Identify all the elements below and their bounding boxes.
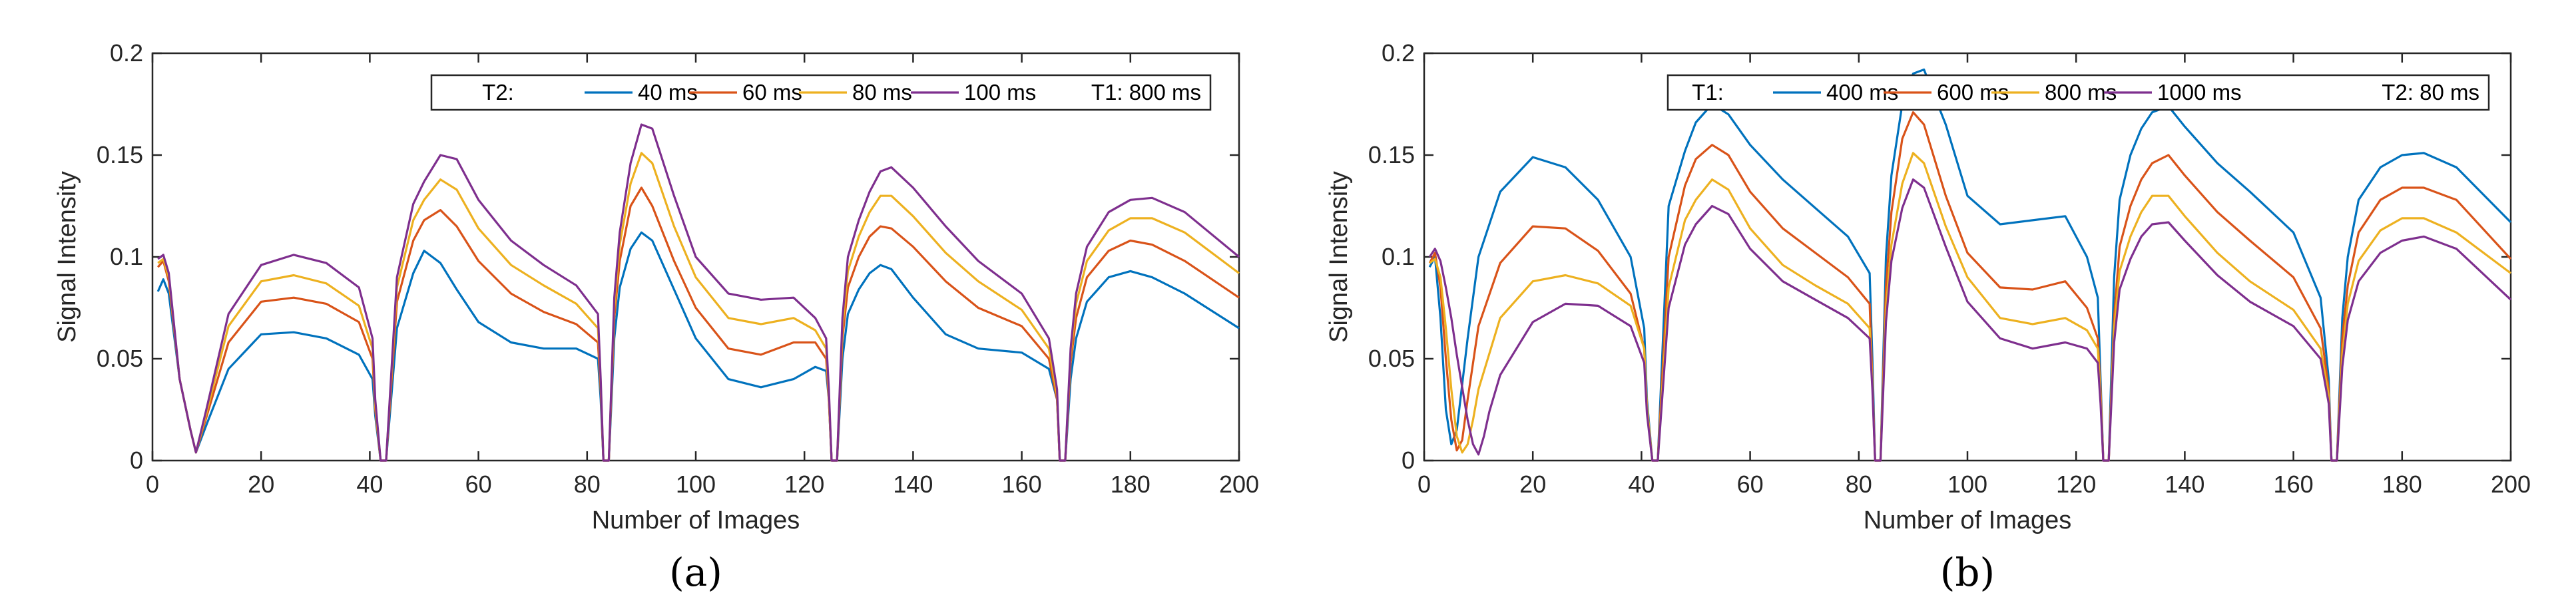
- series-line-b-1: [1428, 111, 2512, 462]
- axis-ticks-a: 0 20 40 60 80 100 120 140 160 180 200 0 0.05 0.1 0.15 0…: [97, 39, 1259, 498]
- x-tick-label-b-3: 60: [1737, 471, 1764, 498]
- legend-suffix-a: T1: 800 ms: [1091, 80, 1201, 104]
- x-tick-label-a-2: 40: [356, 471, 383, 498]
- x-tick-label-b-8: 160: [2274, 471, 2314, 498]
- legend-a: T2: 40 ms 60 ms 80 ms 100 ms T1: 800 ms: [430, 74, 1212, 111]
- x-tick-label-a-7: 140: [893, 471, 933, 498]
- series-lines-b: [1428, 68, 2512, 462]
- x-tick-label-a-9: 180: [1111, 471, 1151, 498]
- x-tick-label-a-0: 0: [146, 471, 159, 498]
- x-tick-label-a-8: 160: [1002, 471, 1042, 498]
- x-tick-label-a-3: 60: [465, 471, 492, 498]
- caption-a: (a): [669, 550, 722, 595]
- x-tick-label-b-6: 120: [2056, 471, 2096, 498]
- legend-entry-b-3: 1000 ms: [2157, 80, 2242, 104]
- legend-entry-a-3: 100 ms: [964, 80, 1036, 104]
- x-tick-label-a-4: 80: [574, 471, 601, 498]
- x-tick-label-b-2: 40: [1628, 471, 1655, 498]
- x-tick-label-b-4: 80: [1846, 471, 1872, 498]
- legend-prefix-a: T2:: [482, 80, 514, 104]
- legend-entry-a-2: 80 ms: [852, 80, 912, 104]
- series-line-a-1: [156, 186, 1240, 462]
- legend-entry-a-1: 60 ms: [742, 80, 802, 104]
- y-tick-label-a-1: 0.05: [97, 345, 143, 372]
- x-tick-label-b-5: 100: [1947, 471, 1987, 498]
- x-axis-label-a: Number of Images: [592, 506, 800, 534]
- x-tick-label-b-1: 20: [1519, 471, 1546, 498]
- legend-b: T1: 400 ms 600 ms 800 ms 1000 ms T2: 80 ms: [1667, 74, 2490, 111]
- x-tick-label-a-5: 100: [676, 471, 716, 498]
- y-tick-label-b-1: 0.05: [1368, 345, 1415, 372]
- x-tick-label-b-0: 0: [1417, 471, 1431, 498]
- y-tick-label-b-4: 0.2: [1382, 39, 1415, 67]
- y-tick-label-b-3: 0.15: [1368, 141, 1415, 168]
- legend-prefix-b: T1:: [1692, 80, 1724, 104]
- series-line-b-0: [1428, 68, 2512, 462]
- y-axis-label-a: Signal Intensity: [53, 171, 81, 343]
- y-tick-label-a-0: 0: [130, 447, 143, 474]
- y-axis-label-b: Signal Intensity: [1325, 171, 1353, 343]
- x-tick-label-a-10: 200: [1219, 471, 1259, 498]
- series-line-b-3: [1428, 178, 2512, 462]
- y-tick-label-a-4: 0.2: [110, 39, 143, 67]
- x-tick-label-a-1: 20: [248, 471, 274, 498]
- series-lines-a: [156, 123, 1240, 462]
- caption-b: (b): [1940, 550, 1995, 595]
- y-tick-label-a-2: 0.1: [110, 243, 143, 270]
- x-tick-label-a-6: 120: [784, 471, 824, 498]
- axis-ticks-b: 0 20 40 60 80 100 120 140 160 180 200 0 0.05 0.1 0.15 0…: [1368, 39, 2531, 498]
- y-tick-label-a-3: 0.15: [97, 141, 143, 168]
- x-tick-label-b-10: 200: [2491, 471, 2531, 498]
- series-line-b-2: [1429, 152, 2511, 462]
- x-axis-label-b: Number of Images: [1864, 506, 2072, 534]
- series-line-a-3: [157, 123, 1240, 462]
- x-tick-label-b-7: 140: [2165, 471, 2204, 498]
- y-tick-label-b-0: 0: [1402, 447, 1415, 474]
- y-tick-label-b-2: 0.1: [1382, 243, 1415, 270]
- legend-suffix-b: T2: 80 ms: [2382, 80, 2479, 104]
- x-tick-label-b-9: 180: [2382, 471, 2422, 498]
- chart-panel-a: 0 20 40 60 80 100 120 140 160 180 200 0 0.05 0.1 0.15 0…: [53, 39, 1259, 595]
- series-line-a-2: [157, 152, 1240, 462]
- series-line-a-0: [156, 231, 1240, 462]
- chart-panel-b: 0 20 40 60 80 100 120 140 160 180 200 0 0.05 0.1 0.15 0…: [1325, 39, 2531, 595]
- legend-entry-a-0: 40 ms: [638, 80, 698, 104]
